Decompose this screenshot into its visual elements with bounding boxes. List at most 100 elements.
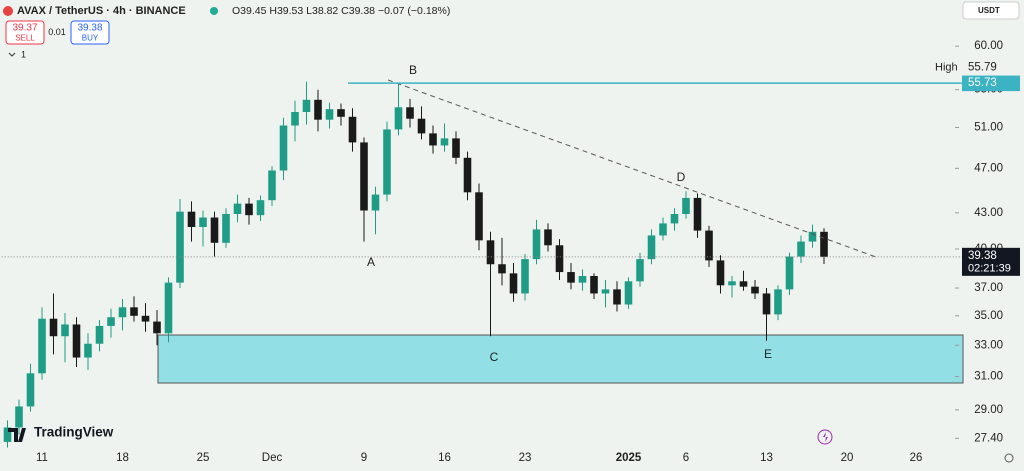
candle-body	[682, 197, 690, 214]
candle-body	[647, 235, 656, 260]
candle-body	[26, 373, 35, 407]
x-tick-label: 13	[760, 452, 773, 464]
candle-body	[95, 325, 104, 344]
currency: USDT	[978, 6, 1000, 15]
y-tick-label: 60.00	[974, 40, 1003, 52]
x-tick-label: 2025	[616, 452, 642, 464]
countdown: 02:21:39	[968, 263, 1011, 275]
currency-button[interactable]	[962, 1, 1020, 20]
annotation: B	[409, 63, 417, 77]
x-tick-label: 26	[910, 452, 923, 464]
x-tick-label: 23	[519, 452, 532, 464]
candle-body	[291, 112, 299, 126]
candle-body	[774, 289, 782, 315]
candle-body	[751, 286, 759, 294]
candle-body	[3, 427, 12, 442]
candle-body	[233, 203, 242, 214]
y-tick-label: 29.00	[974, 404, 1003, 416]
candle-body	[509, 273, 518, 294]
spread: 0.01	[48, 27, 66, 37]
x-tick-label: 25	[197, 452, 210, 464]
y-tick-label: 47.00	[974, 162, 1003, 174]
candle-body	[808, 231, 817, 242]
candle-body	[210, 217, 219, 243]
candle-body	[130, 307, 138, 316]
indicator-count: 1	[21, 49, 26, 59]
candle-body	[383, 129, 391, 195]
candle-body	[337, 109, 345, 117]
x-tick-label: Dec	[262, 452, 283, 464]
candle-body	[187, 211, 196, 227]
last-price-box	[962, 247, 1020, 276]
high-label: High	[935, 61, 958, 73]
candle-body	[463, 157, 472, 193]
buy-button[interactable]	[70, 20, 110, 45]
candle-body	[164, 282, 173, 334]
candles	[1, 81, 962, 448]
y-tick-label: 43.00	[974, 207, 1003, 219]
candle-body	[521, 259, 529, 294]
alert-icon[interactable]	[817, 429, 833, 445]
candle-body	[716, 260, 725, 286]
candle-body	[406, 107, 414, 119]
settings-icon[interactable]	[1004, 453, 1014, 463]
candle-body	[141, 315, 150, 322]
candle-body	[256, 200, 265, 216]
high-value: 55.79	[968, 62, 997, 74]
candle-body	[567, 272, 575, 283]
candle-body	[107, 317, 115, 326]
candle-body	[544, 229, 552, 246]
candle-body	[394, 107, 403, 130]
alert-bolt	[823, 432, 828, 442]
candle-body	[279, 125, 288, 171]
candle-body	[61, 324, 69, 337]
annotation: E	[764, 347, 772, 361]
sell-label: SELL	[15, 34, 35, 43]
candle-body	[705, 230, 713, 261]
market-status	[210, 7, 218, 15]
candle-body	[325, 109, 334, 120]
candle-body	[578, 275, 587, 283]
buy-price: 39.38	[77, 23, 102, 34]
x-tick-label: 16	[438, 452, 451, 464]
candle-body	[302, 99, 311, 113]
symbol: AVAX / TetherUS · 4h · BINANCE	[17, 5, 186, 17]
last-price-label: 39.38	[968, 250, 997, 262]
candle-body	[762, 293, 771, 315]
y-tick-label: 33.00	[974, 339, 1003, 351]
candle-body	[555, 245, 564, 273]
candle-body	[72, 324, 81, 358]
candle-body	[670, 213, 679, 224]
buy-label: BUY	[82, 34, 99, 43]
candle-body	[486, 240, 495, 265]
trend-line	[387, 79, 877, 258]
x-tick-label: 9	[361, 452, 367, 464]
candle-body	[532, 229, 541, 260]
y-tick-label: 35.00	[974, 310, 1003, 322]
price-line-box	[962, 75, 1020, 92]
price-axis: 60.0055.0051.0047.0043.0040.0037.0035.00…	[348, 40, 1020, 444]
candle-body	[84, 343, 92, 358]
candle-body	[739, 281, 748, 287]
candle-body	[797, 241, 805, 257]
y-tick-label: 51.00	[974, 122, 1003, 134]
y-tick-label: 31.00	[974, 371, 1003, 383]
candle-body	[613, 289, 621, 305]
annotation: D	[677, 170, 686, 184]
candle-body	[199, 217, 207, 227]
candle-body	[429, 133, 437, 146]
y-tick-label: 37.00	[974, 282, 1003, 294]
candle-body	[636, 259, 644, 282]
candle-body	[314, 99, 322, 120]
candle-body	[417, 118, 426, 134]
sell-button[interactable]	[5, 20, 45, 45]
candle-body	[268, 170, 276, 201]
candle-body	[693, 197, 702, 231]
candle-body	[498, 264, 506, 274]
candle-body	[728, 281, 736, 286]
time-axis: 11 18 25 Dec 9 16 23 2025 6 13 20 26	[36, 452, 922, 464]
collapse-icon[interactable]	[8, 52, 16, 57]
